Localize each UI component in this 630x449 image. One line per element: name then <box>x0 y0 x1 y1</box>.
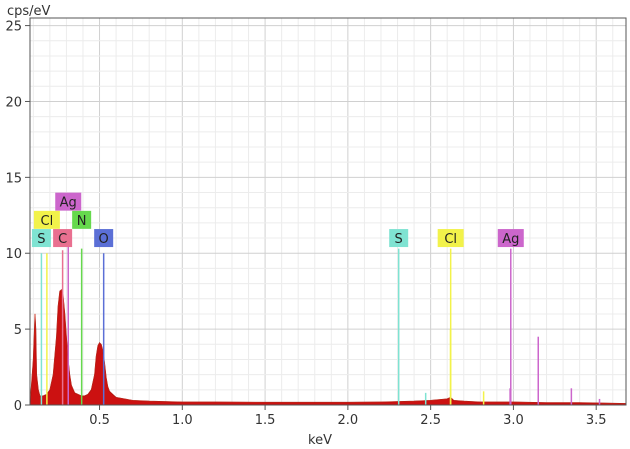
spectrum-layer <box>29 288 627 406</box>
element-lines-layer <box>40 245 601 405</box>
element-label-ag: Ag <box>502 232 519 247</box>
x-tick-label: 3.0 <box>503 413 524 428</box>
y-tick-label: 25 <box>5 20 22 35</box>
element-label-box-s <box>389 229 409 248</box>
element-label-box-cl <box>437 229 464 248</box>
plot-frame <box>29 17 627 406</box>
x-tick-label: 1.5 <box>255 413 276 428</box>
element-label-box-n <box>72 210 92 229</box>
x-axis-title: keV <box>308 433 332 448</box>
y-tick-label: 20 <box>5 95 22 110</box>
x-tick-label: 2.0 <box>338 413 359 428</box>
element-label-c: C <box>58 232 67 247</box>
ticks-layer: 0.5 1.0 1.5 2.0 2.5 3.0 3.5 0 5 10 15 20 25 <box>5 20 606 428</box>
element-label-box-ag <box>55 192 82 211</box>
y-axis-title: cps/eV <box>7 4 51 19</box>
element-label-ag: Ag <box>60 196 77 211</box>
grid-lines <box>30 18 626 405</box>
y-tick-label: 10 <box>5 247 22 262</box>
y-tick-label: 15 <box>5 171 22 186</box>
element-label-box-o <box>94 229 114 248</box>
x-tick-label: 3.5 <box>586 413 607 428</box>
element-label-cl: Cl <box>41 214 54 229</box>
element-label-s: S <box>37 232 45 247</box>
element-label-cl: Cl <box>444 232 457 247</box>
element-label-box-s <box>31 229 51 248</box>
x-tick-label: 2.5 <box>420 413 441 428</box>
element-label-s: S <box>395 232 403 247</box>
y-tick-label: 0 <box>14 399 22 414</box>
x-tick-label: 0.5 <box>89 413 110 428</box>
element-label-box-cl <box>33 210 60 229</box>
y-tick-label: 5 <box>14 323 22 338</box>
element-label-n: N <box>77 214 87 229</box>
x-tick-label: 1.0 <box>172 413 193 428</box>
element-label-o: O <box>99 232 109 247</box>
element-label-box-c <box>53 229 73 248</box>
spectrum-outline <box>29 289 627 406</box>
element-label-box-ag <box>497 229 524 248</box>
